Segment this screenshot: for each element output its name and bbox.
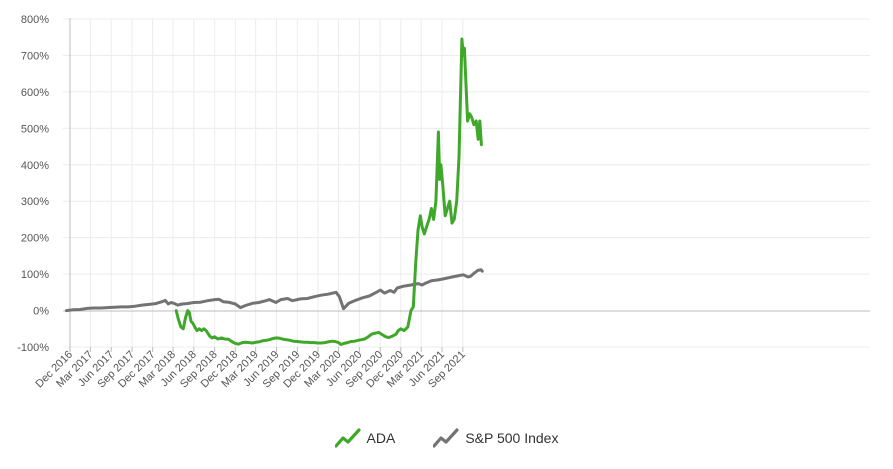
y-tick-label: 400% xyxy=(21,160,49,172)
y-tick-label: 600% xyxy=(21,87,49,99)
legend-label-sp500: S&P 500 Index xyxy=(465,430,559,446)
y-tick-label: 300% xyxy=(21,196,49,208)
legend-label-ada: ADA xyxy=(366,430,396,446)
series-lines xyxy=(64,37,484,346)
y-axis-tick-labels: 800% 700% 600% 500% 400% 300% 200% 100% 0% -100% xyxy=(17,14,49,354)
y-tick-label: 700% xyxy=(21,50,49,62)
y-tick-label: 0% xyxy=(33,306,49,318)
y-tick-label: 200% xyxy=(21,233,49,245)
y-tick-label: 500% xyxy=(21,123,49,135)
legend: ADA S&P 500 Index xyxy=(0,428,893,448)
ada-legend-swatch-icon xyxy=(334,428,361,448)
legend-item-ada[interactable]: ADA xyxy=(334,428,396,448)
grid-lines xyxy=(63,18,870,348)
legend-item-sp500[interactable]: S&P 500 Index xyxy=(433,428,558,448)
ada-series-line xyxy=(174,37,483,346)
sp500-legend-swatch-icon xyxy=(433,428,459,448)
y-tick-label: 800% xyxy=(21,14,49,26)
y-tick-label: 100% xyxy=(21,269,49,281)
y-tick-label: -100% xyxy=(17,342,49,354)
sp500-series-line xyxy=(64,268,484,313)
